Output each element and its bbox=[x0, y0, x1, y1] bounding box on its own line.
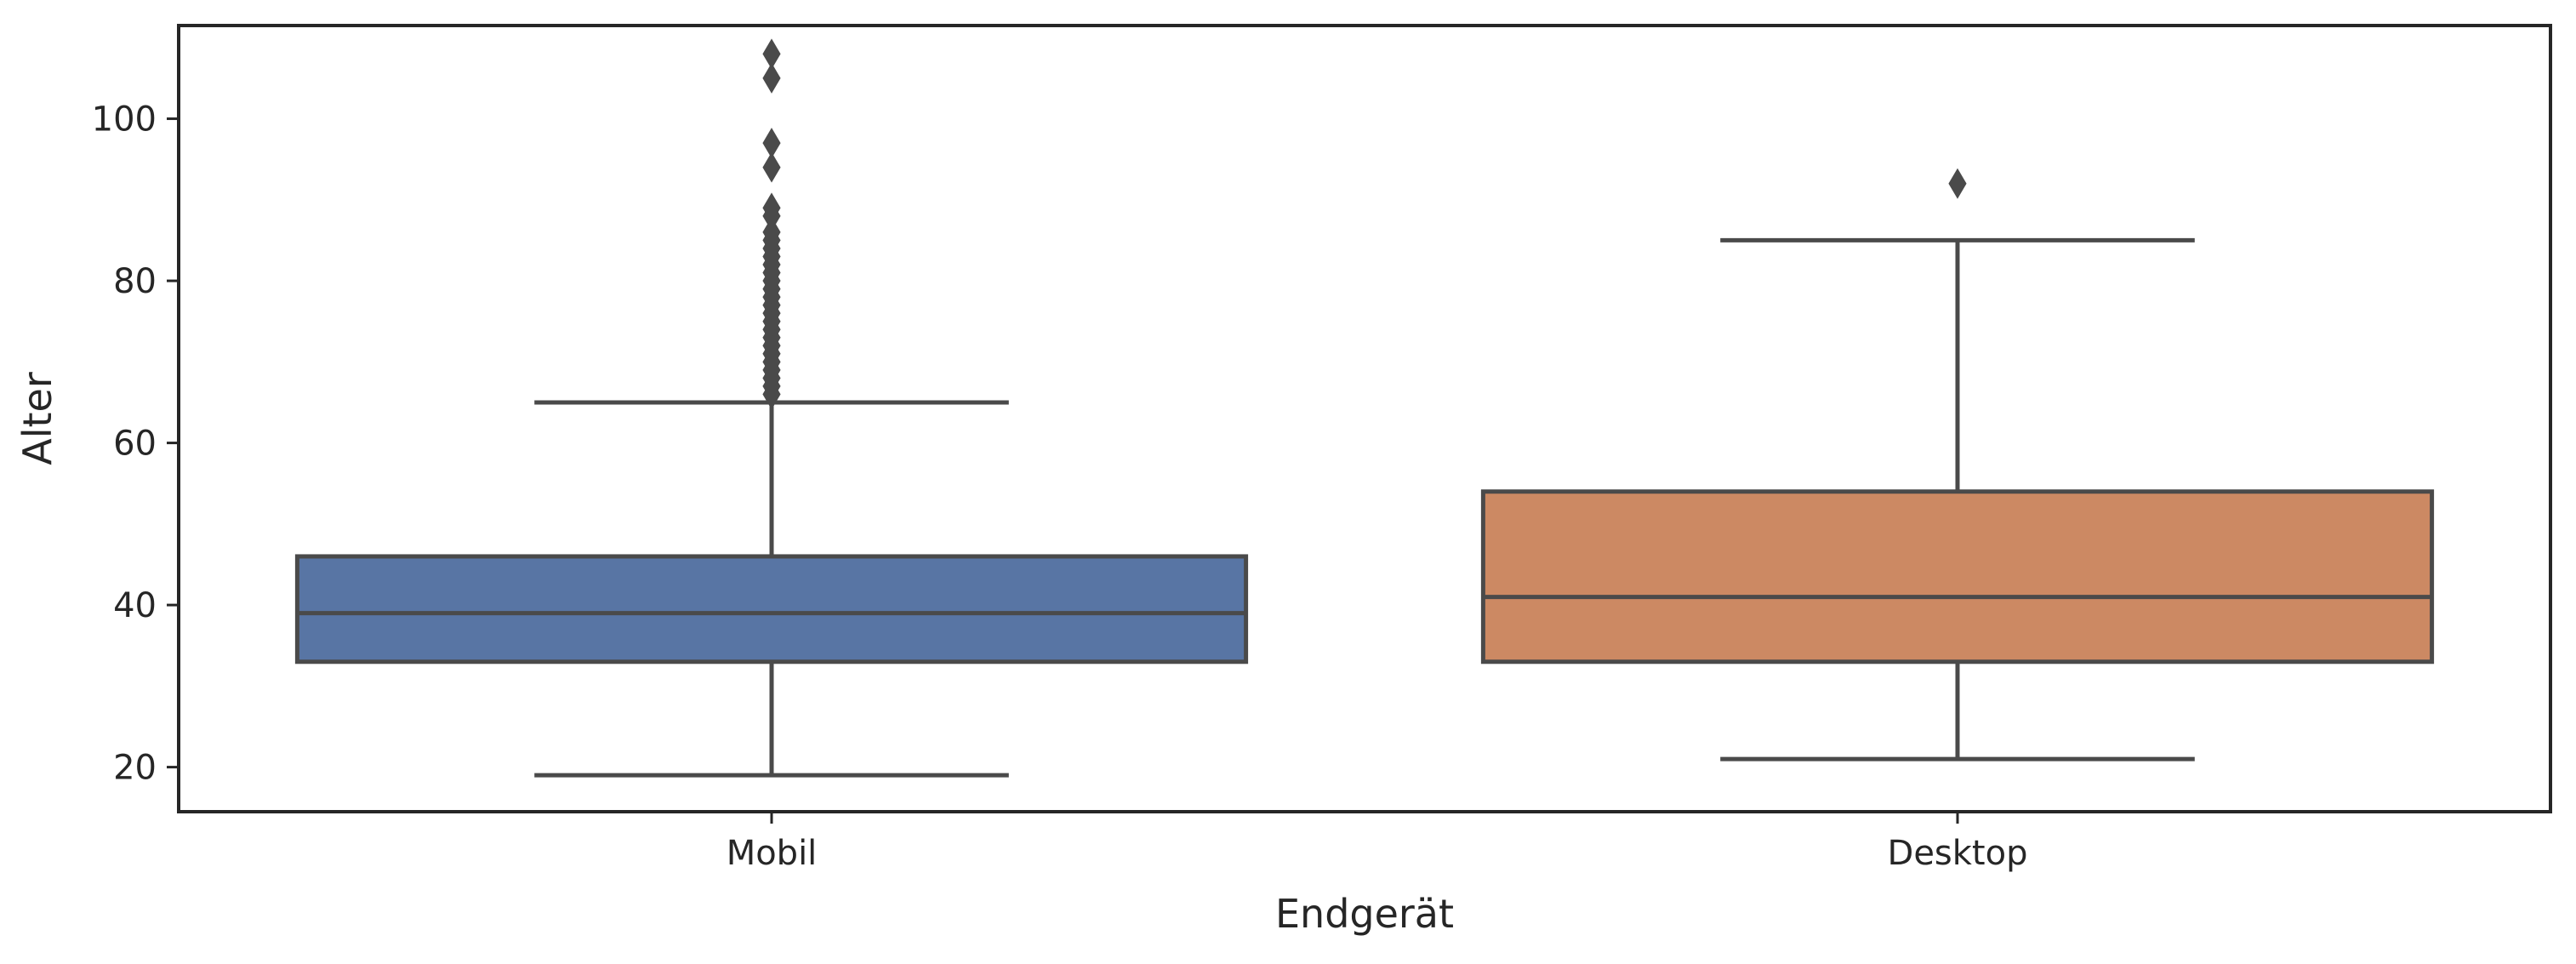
y-axis: 20 40 60 80 100 bbox=[92, 100, 179, 788]
x-axis-label: Endgerät bbox=[1275, 891, 1454, 937]
outlier-point bbox=[762, 38, 781, 70]
box-mobil bbox=[294, 38, 1249, 778]
y-tick-label: 80 bbox=[113, 262, 157, 301]
outlier-point bbox=[762, 128, 781, 159]
outlier-point bbox=[1948, 168, 1967, 199]
axes-frame bbox=[177, 24, 2552, 813]
outlier-point bbox=[762, 62, 781, 94]
x-tick-label: Mobil bbox=[727, 834, 818, 873]
box-body bbox=[294, 554, 1249, 665]
y-axis-label: Alter bbox=[14, 372, 60, 465]
y-tick-label: 20 bbox=[113, 749, 157, 788]
outlier-point bbox=[762, 216, 781, 248]
box-desktop bbox=[1480, 168, 2435, 762]
y-tick-label: 40 bbox=[113, 586, 157, 625]
plot-area bbox=[294, 38, 2435, 778]
y-tick-label: 60 bbox=[113, 425, 157, 464]
x-axis: Mobil Desktop bbox=[727, 812, 2028, 873]
outlier-point bbox=[762, 151, 781, 183]
y-tick-label: 100 bbox=[92, 100, 157, 140]
x-tick-label: Desktop bbox=[1888, 834, 2028, 873]
outlier-point bbox=[762, 192, 781, 224]
box-body bbox=[1480, 489, 2435, 665]
